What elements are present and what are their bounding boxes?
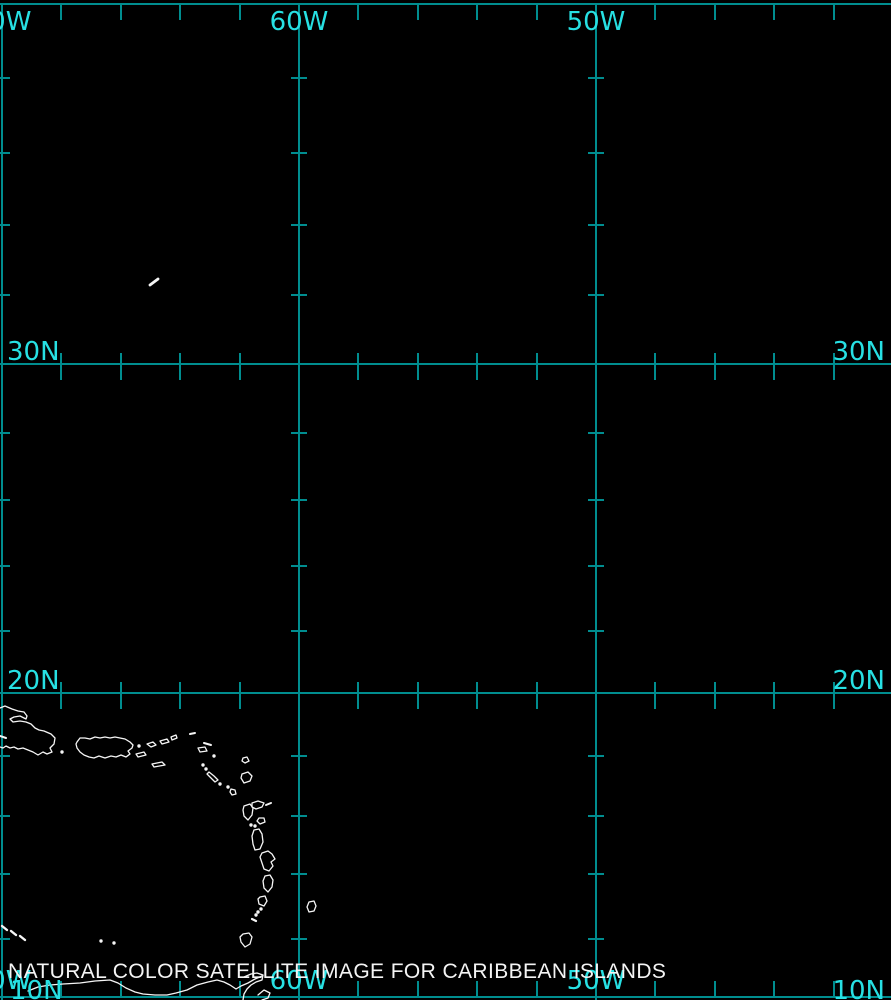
island-los-roques-1 (99, 939, 103, 943)
coastline-st-croix (151, 761, 166, 768)
coastline-guadeloupe-basse-terre (242, 803, 254, 821)
coastline-st-martin (197, 746, 208, 753)
coastline-dominica (251, 828, 264, 851)
coastline-barbuda (241, 756, 250, 764)
caption-block: NATURAL COLOR SATELLITE IMAGE FOR CARIBB… (8, 916, 666, 1000)
coastline-st-thomas (146, 741, 157, 748)
coastline-venezuela-coast (27, 975, 263, 996)
island-la-desirade (265, 802, 272, 806)
island-hispaniola-fragment (0, 735, 7, 739)
island-grenadines-3 (254, 913, 258, 917)
grid-label-30N-right: 30N (832, 337, 885, 367)
grid-label-50W-top: 50W (567, 7, 626, 37)
coastline-barbados (306, 900, 317, 913)
coastline-hispaniola (0, 705, 56, 756)
caption-title: NATURAL COLOR SATELLITE IMAGE FOR CARIBB… (8, 959, 667, 983)
coastline-trinidad-south (257, 989, 271, 1000)
coastline-st-vincent (257, 895, 268, 907)
island-anguilla (203, 742, 212, 746)
island-los-roques-2 (112, 941, 116, 945)
grid-label-20N-right: 20N (832, 666, 885, 696)
coastline-montserrat (229, 788, 237, 796)
coastline-virgin-gorda (170, 734, 178, 741)
coastline-guadeloupe-grande-terre (251, 800, 265, 810)
coastline-antigua (240, 771, 253, 784)
island-bermuda (148, 277, 160, 287)
island-grenadines-2 (256, 910, 260, 914)
coastline-marie-galante (256, 817, 266, 825)
grid-label-30N-left: 30N (7, 337, 60, 367)
coastline-st-kitts (206, 771, 219, 783)
grid-label-70W-top: 70W (0, 7, 31, 37)
grid-label-70W-bottom: 70W (0, 966, 31, 996)
coastline-puerto-rico (75, 736, 134, 759)
island-mona (60, 750, 64, 754)
grid-label-20N-left: 20N (7, 666, 60, 696)
island-aruba (0, 924, 9, 932)
grid-label-10N-left: 10N (10, 976, 63, 1000)
island-carriacou (250, 917, 258, 923)
grid-label-60W-top: 60W (270, 7, 329, 37)
grid-label-10N-right: 10N (832, 976, 885, 1000)
coastline-martinique (259, 850, 276, 872)
island-les-saintes-1 (249, 823, 253, 827)
island-curacao (9, 929, 18, 937)
island-st-barthelemy (212, 754, 216, 758)
island-redonda (226, 785, 230, 789)
island-culebra (137, 744, 141, 748)
coastline-trinidad-west (242, 972, 264, 1000)
grid-label-60W-bottom: 60W (270, 966, 329, 996)
coastline-grenada (239, 932, 253, 948)
island-les-saintes-2 (253, 824, 257, 828)
island-grenadines-1 (259, 907, 263, 911)
grid-label-50W-bottom: 50W (567, 966, 626, 996)
island-bonaire (18, 934, 27, 942)
coastline-vieques (135, 751, 147, 758)
island-nevis (218, 782, 222, 786)
coastline-st-lucia (262, 874, 274, 893)
coastline-tortola (159, 738, 170, 745)
island-st-eustatius (204, 767, 208, 771)
island-saba (201, 763, 205, 767)
island-anegada (189, 732, 196, 735)
